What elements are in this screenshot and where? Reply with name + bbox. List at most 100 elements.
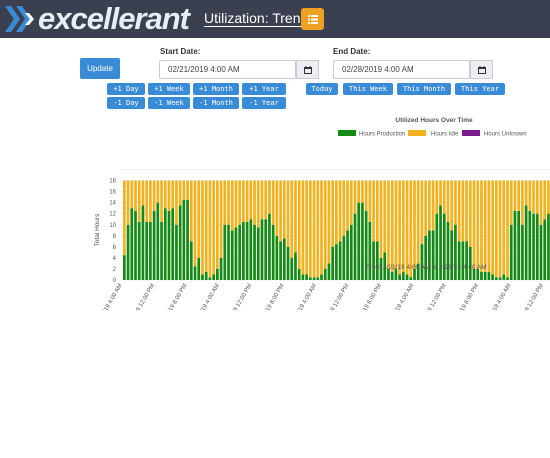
- bar-idle[interactable]: [212, 180, 215, 275]
- bar-production[interactable]: [286, 246, 290, 280]
- plus-1-year-button[interactable]: +1 Year: [242, 83, 286, 95]
- bar-production[interactable]: [227, 224, 230, 280]
- bar-idle[interactable]: [309, 180, 312, 278]
- bar-production[interactable]: [435, 213, 439, 280]
- bar-production[interactable]: [130, 208, 134, 280]
- bar-production[interactable]: [387, 268, 390, 280]
- minus-1-month-button[interactable]: -1 Month: [193, 97, 239, 109]
- bar-idle[interactable]: [420, 180, 424, 245]
- bar-production[interactable]: [461, 241, 465, 280]
- bar-idle[interactable]: [543, 180, 547, 220]
- bar-idle[interactable]: [167, 180, 171, 211]
- bar-production[interactable]: [472, 268, 476, 280]
- bar-production[interactable]: [487, 271, 491, 280]
- bar-idle[interactable]: [160, 180, 163, 222]
- bar-idle[interactable]: [208, 180, 212, 278]
- bar-idle[interactable]: [450, 180, 454, 231]
- bar-production[interactable]: [256, 227, 260, 280]
- bar-production[interactable]: [264, 219, 268, 280]
- bar-idle[interactable]: [156, 180, 160, 203]
- bar-production[interactable]: [294, 252, 297, 280]
- bar-idle[interactable]: [487, 180, 491, 272]
- bar-idle[interactable]: [442, 180, 446, 214]
- bar-production[interactable]: [498, 277, 502, 280]
- today-button[interactable]: Today: [306, 83, 338, 95]
- bar-idle[interactable]: [242, 180, 245, 222]
- bar-idle[interactable]: [260, 180, 264, 220]
- bar-idle[interactable]: [509, 180, 513, 225]
- bar-idle[interactable]: [141, 180, 145, 206]
- bar-idle[interactable]: [390, 180, 394, 272]
- bar-production[interactable]: [167, 210, 171, 280]
- legend-label-production[interactable]: Hours Production: [359, 132, 405, 138]
- this-month-button[interactable]: This Month: [397, 83, 451, 95]
- bar-idle[interactable]: [256, 180, 260, 228]
- bar-idle[interactable]: [361, 180, 364, 203]
- bar-idle[interactable]: [405, 180, 409, 275]
- bar-production[interactable]: [506, 277, 509, 280]
- bar-production[interactable]: [409, 277, 413, 280]
- bar-production[interactable]: [517, 210, 521, 280]
- bar-idle[interactable]: [435, 180, 439, 214]
- bar-production[interactable]: [249, 219, 253, 280]
- bar-idle[interactable]: [323, 180, 327, 269]
- bar-production[interactable]: [357, 202, 361, 280]
- bar-idle[interactable]: [234, 180, 238, 228]
- end-date-input[interactable]: 02/28/2019 4:00 AM: [333, 60, 470, 79]
- bar-production[interactable]: [312, 277, 316, 280]
- bar-idle[interactable]: [513, 180, 517, 211]
- bar-idle[interactable]: [286, 180, 290, 247]
- bar-production[interactable]: [349, 224, 353, 280]
- bar-production[interactable]: [316, 277, 320, 280]
- bar-idle[interactable]: [264, 180, 268, 220]
- bar-production[interactable]: [413, 268, 416, 280]
- bar-production[interactable]: [491, 274, 494, 280]
- bar-idle[interactable]: [152, 180, 156, 211]
- bar-idle[interactable]: [297, 180, 301, 269]
- bar-idle[interactable]: [357, 180, 361, 203]
- bar-production[interactable]: [160, 221, 163, 280]
- bar-production[interactable]: [309, 277, 312, 280]
- bar-production[interactable]: [301, 274, 305, 280]
- bar-production[interactable]: [465, 241, 468, 280]
- bar-production[interactable]: [290, 257, 294, 280]
- bar-idle[interactable]: [539, 180, 543, 225]
- bar-production[interactable]: [163, 208, 167, 280]
- bar-idle[interactable]: [439, 180, 442, 206]
- plus-1-day-button[interactable]: +1 Day: [107, 83, 145, 95]
- bar-production[interactable]: [260, 219, 264, 280]
- bar-idle[interactable]: [461, 180, 465, 242]
- bar-idle[interactable]: [547, 180, 550, 214]
- app-logo[interactable]: excellerant: [4, 2, 190, 36]
- bar-production[interactable]: [331, 246, 335, 280]
- bar-idle[interactable]: [398, 180, 401, 275]
- bar-idle[interactable]: [483, 180, 487, 272]
- bar-production[interactable]: [398, 274, 401, 280]
- bar-production[interactable]: [245, 221, 249, 280]
- bar-production[interactable]: [178, 205, 182, 280]
- bar-idle[interactable]: [431, 180, 435, 231]
- bar-production[interactable]: [279, 241, 282, 280]
- bar-idle[interactable]: [394, 180, 398, 269]
- minus-1-day-button[interactable]: -1 Day: [107, 97, 145, 109]
- bar-idle[interactable]: [368, 180, 372, 222]
- bar-production[interactable]: [197, 257, 201, 280]
- bar-production[interactable]: [271, 224, 275, 280]
- bar-production[interactable]: [439, 205, 442, 280]
- bar-production[interactable]: [372, 241, 375, 280]
- bar-idle[interactable]: [424, 180, 428, 236]
- bar-production[interactable]: [175, 224, 178, 280]
- minus-1-week-button[interactable]: -1 Week: [148, 97, 190, 109]
- bar-production[interactable]: [416, 263, 420, 280]
- bar-idle[interactable]: [193, 180, 197, 267]
- bar-production[interactable]: [137, 221, 141, 280]
- bar-idle[interactable]: [387, 180, 390, 269]
- bar-production[interactable]: [468, 246, 472, 280]
- bar-idle[interactable]: [454, 180, 457, 225]
- bar-idle[interactable]: [312, 180, 316, 278]
- bar-production[interactable]: [186, 199, 189, 280]
- bar-production[interactable]: [457, 241, 461, 280]
- bar-idle[interactable]: [223, 180, 227, 225]
- bar-idle[interactable]: [372, 180, 375, 242]
- bar-production[interactable]: [543, 219, 547, 280]
